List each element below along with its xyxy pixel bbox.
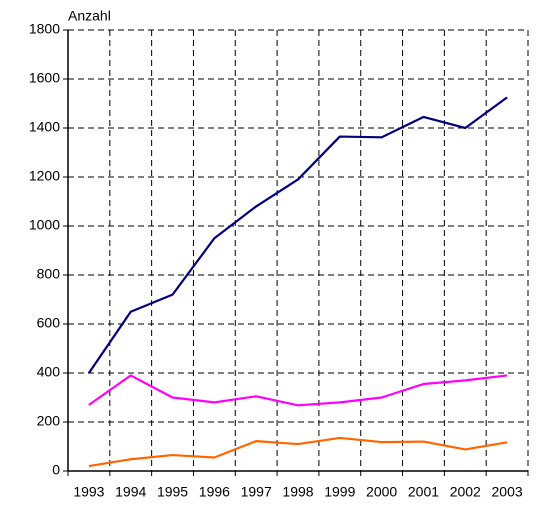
y-tick-label: 600 — [37, 315, 61, 331]
y-tick-label: 800 — [37, 266, 61, 282]
x-tick-label: 1996 — [199, 484, 230, 500]
x-tick-label: 1993 — [73, 484, 104, 500]
x-tick-label: 2003 — [492, 484, 523, 500]
series-line — [88, 374, 508, 407]
x-tick-label: 1995 — [157, 484, 188, 500]
x-tick-label: 2000 — [366, 484, 397, 500]
x-tick-label: 1994 — [115, 484, 146, 500]
x-tick-label: 2001 — [408, 484, 439, 500]
x-tick-label: 1997 — [241, 484, 272, 500]
y-tick-label: 400 — [37, 364, 61, 380]
x-tick-label: 1998 — [282, 484, 313, 500]
x-tick-label: 2002 — [450, 484, 481, 500]
y-tick-label: 1200 — [29, 168, 60, 184]
y-tick-label: 1800 — [29, 21, 60, 37]
y-tick-label: 0 — [52, 462, 60, 478]
y-axis-label: Anzahl — [68, 8, 111, 24]
y-tick-label: 200 — [37, 413, 61, 429]
series-line — [88, 96, 508, 374]
y-tick-label: 1600 — [29, 70, 60, 86]
y-tick-label: 1400 — [29, 119, 60, 135]
y-tick-label: 1000 — [29, 217, 60, 233]
x-tick-label: 1999 — [324, 484, 355, 500]
series-line — [88, 436, 508, 468]
